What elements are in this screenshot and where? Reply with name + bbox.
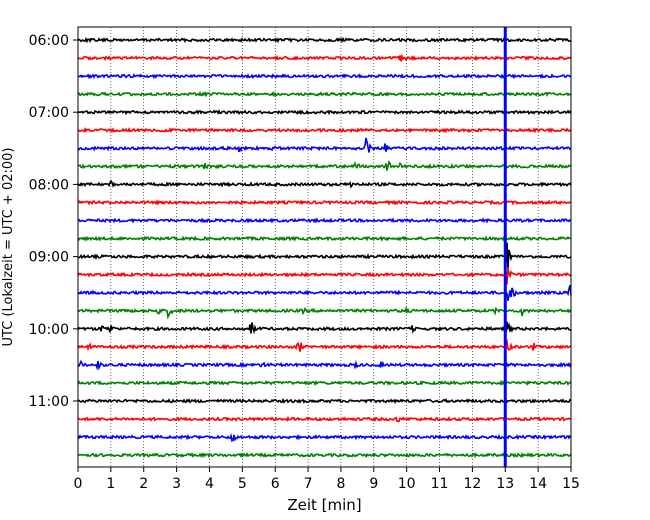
trace-1030 [77, 359, 572, 371]
x-tick-label: 15 [562, 476, 580, 492]
y-axis: 06:00 07:00 08:00 09:00 10:00 11:00 [29, 33, 78, 410]
y-tick-label: 10:00 [29, 322, 69, 338]
trace-0700 [77, 109, 572, 116]
y-tick-label: 09:00 [29, 250, 69, 266]
x-tick-label: 12 [463, 476, 481, 492]
traces [77, 36, 572, 459]
x-tick-label: 10 [398, 476, 416, 492]
x-tick-label: 1 [106, 476, 115, 492]
y-tick-label: 11:00 [29, 394, 69, 410]
trace-0730 [77, 137, 572, 153]
x-tick-label: 14 [529, 476, 547, 492]
x-tick-label: 5 [238, 476, 247, 492]
trace-0915 [77, 267, 572, 285]
y-tick-label: 08:00 [29, 177, 69, 193]
y-tick-label: 07:00 [29, 105, 69, 121]
trace-0645 [77, 90, 572, 98]
x-tick-label: 2 [139, 476, 148, 492]
trace-0930 [77, 285, 572, 301]
x-axis: 0 1 2 3 4 5 6 7 8 9 10 11 12 13 14 15 [74, 467, 580, 492]
trace-0715 [77, 126, 572, 134]
x-tick-label: 6 [271, 476, 280, 492]
trace-0815 [77, 199, 572, 206]
trace-0630 [77, 73, 572, 80]
x-tick-label: 9 [369, 476, 378, 492]
trace-0800 [77, 179, 572, 189]
trace-0600 [77, 36, 572, 44]
plot-border [77, 26, 572, 468]
trace-1015 [77, 338, 572, 352]
x-tick-label: 11 [431, 476, 449, 492]
trace-1145 [77, 452, 572, 459]
plot-area [78, 27, 571, 467]
trace-0900 [77, 242, 572, 269]
x-tick-label: 13 [496, 476, 514, 492]
trace-1130 [77, 433, 572, 442]
x-tick-label: 0 [74, 476, 83, 492]
trace-1000 [77, 321, 572, 335]
trace-1045 [77, 379, 572, 387]
x-axis-label: Zeit [min] [287, 496, 361, 514]
x-tick-label: 3 [172, 476, 181, 492]
x-tick-label: 4 [205, 476, 214, 492]
x-tick-label: 7 [304, 476, 313, 492]
trace-1115 [77, 415, 572, 423]
trace-1100 [77, 397, 572, 405]
x-tick-label: 8 [336, 476, 345, 492]
trace-0830 [77, 217, 572, 224]
y-tick-label: 06:00 [29, 33, 69, 49]
trace-0845 [77, 235, 572, 242]
trace-0615 [77, 53, 572, 62]
y-axis-label: UTC (Lokalzeit = UTC + 02:00) [1, 148, 16, 347]
trace-0745 [77, 160, 572, 171]
trace-0945 [77, 305, 572, 320]
